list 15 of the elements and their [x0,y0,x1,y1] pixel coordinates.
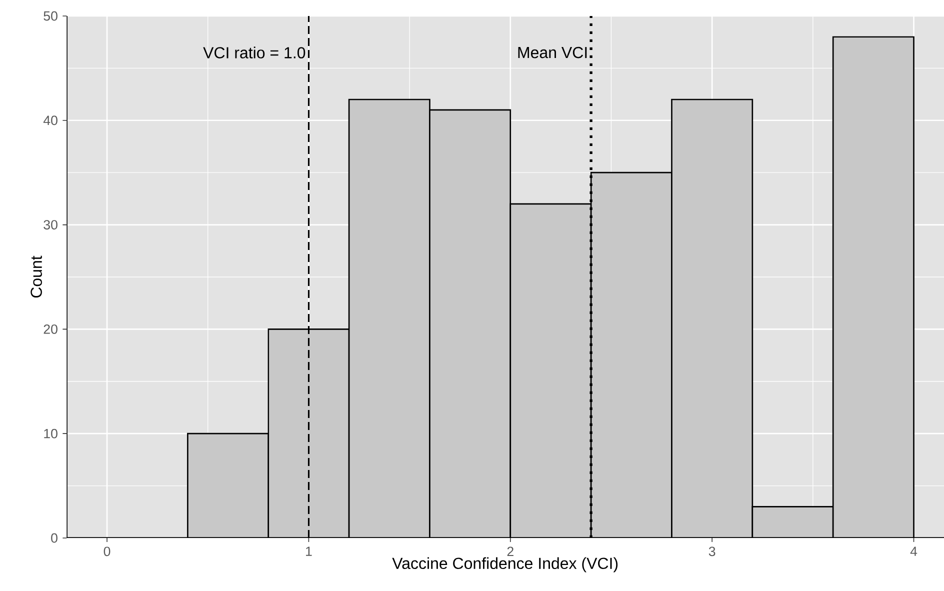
x-tick-label: 1 [306,546,312,556]
x-tick-label: 4 [910,546,918,556]
y-tick-label: 0 [51,533,58,543]
y-tick-label: 40 [43,116,58,126]
y-tick-label: 50 [44,11,58,21]
y-tick-label: 30 [44,220,58,230]
y-axis-title: Count [30,256,42,298]
y-tick-label: 10 [44,428,58,438]
x-axis-title: Vaccine Confidence Index (VCI) [392,557,618,572]
y-tick-label: 20 [44,324,58,334]
x-tick-label: 0 [104,546,110,556]
x-tick-label: 3 [708,546,716,556]
ref-line-label: Mean VCI [518,46,587,58]
ref-line-label: VCI ratio = 1.0 [203,46,306,58]
x-tick-label: 2 [507,546,514,556]
